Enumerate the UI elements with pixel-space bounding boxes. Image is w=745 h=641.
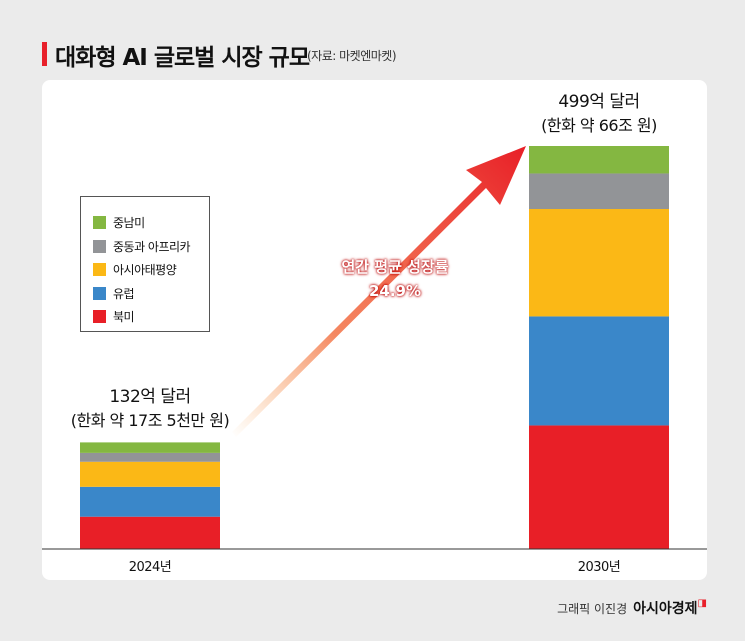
bar-segment-2024년-중동과 아프리카 — [80, 452, 220, 462]
x-tick-label: 2024년 — [128, 560, 172, 575]
legend-label: 아시아태평양 — [113, 263, 177, 278]
total-krw: (한화 약 66조 원) — [541, 116, 657, 135]
total-krw: (한화 약 17조 5천만 원) — [70, 411, 230, 430]
footer-credit: 그래픽 이진경 아시아경제◨ — [557, 598, 707, 618]
legend-item: 중동과 아프리카 — [93, 235, 209, 259]
bar-segment-2024년-유럽 — [80, 486, 220, 517]
legend-label: 중동과 아프리카 — [113, 239, 191, 254]
bar-segment-2030년-중동과 아프리카 — [529, 173, 669, 209]
legend-item: 북미 — [93, 305, 209, 329]
brand-mark-icon: ◨ — [697, 598, 707, 609]
bar-segment-2030년-북미 — [529, 425, 669, 549]
legend-label: 유럽 — [113, 286, 135, 301]
bar-segment-2030년-중남미 — [529, 146, 669, 174]
source-note: (자료: 마켓엔마켓) — [307, 49, 397, 63]
bar-segment-2030년-유럽 — [529, 316, 669, 426]
bar-segment-2030년-아시아태평양 — [529, 208, 669, 317]
legend-item: 중남미 — [93, 211, 209, 235]
title-accent-bar — [42, 42, 47, 66]
legend-item: 아시아태평양 — [93, 258, 209, 282]
bar-segment-2024년-중남미 — [80, 442, 220, 453]
legend-swatch — [93, 263, 106, 277]
total-label-2030: 499억 달러 (한화 약 66조 원) — [489, 90, 709, 138]
legend-label: 북미 — [113, 310, 135, 325]
legend-swatch — [93, 286, 106, 300]
cagr-value: 24.9% — [368, 282, 422, 300]
bar-segment-2024년-북미 — [80, 516, 220, 549]
bar-segment-2024년-아시아태평양 — [80, 461, 220, 487]
x-tick-label: 2030년 — [577, 560, 621, 575]
growth-arrow — [232, 146, 526, 437]
brand-logo: 아시아경제 — [633, 601, 698, 617]
legend-swatch — [93, 310, 106, 324]
total-value: 132억 달러 — [109, 387, 191, 407]
chart-title: 대화형 AI 글로벌 시장 규모 — [55, 45, 310, 71]
legend-label: 중남미 — [113, 216, 145, 231]
total-value: 499억 달러 — [558, 92, 640, 112]
legend-item: 유럽 — [93, 282, 209, 306]
cagr-label: 연간 평균 성장률 — [341, 258, 449, 276]
cagr-annotation: 연간 평균 성장률 24.9% — [315, 255, 475, 303]
graphic-credit: 그래픽 이진경 — [557, 602, 628, 616]
total-label-2024: 132억 달러 (한화 약 17조 5천만 원) — [40, 385, 260, 433]
legend-swatch — [93, 216, 106, 230]
legend-swatch — [93, 239, 106, 253]
